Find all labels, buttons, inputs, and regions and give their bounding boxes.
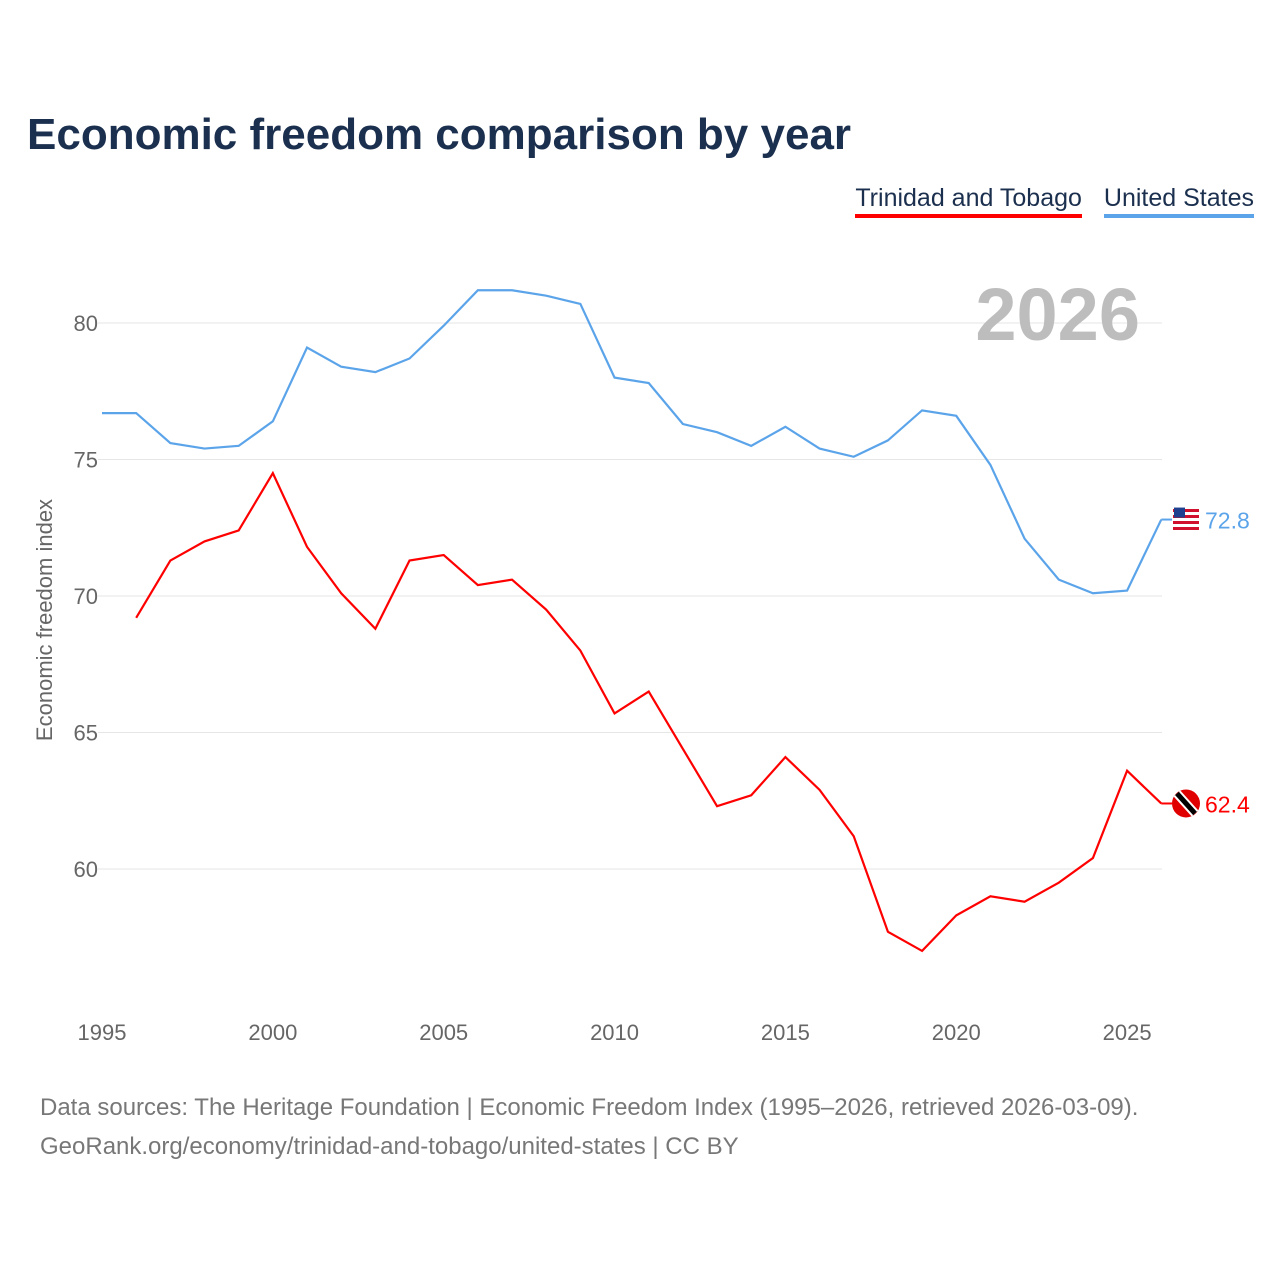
x-tick-label: 1995 bbox=[78, 1020, 127, 1045]
y-tick-label: 65 bbox=[74, 721, 98, 746]
y-tick-label: 60 bbox=[74, 857, 98, 882]
x-tick-label: 2010 bbox=[590, 1020, 639, 1045]
legend-item-united-states[interactable]: United States bbox=[1103, 184, 1254, 218]
end-value-label: 72.8 bbox=[1205, 508, 1250, 534]
source-line-2[interactable]: GeoRank.org/economy/trinidad-and-tobago/… bbox=[40, 1133, 739, 1160]
legend-item-trinidad-and-tobago[interactable]: Trinidad and Tobago bbox=[855, 184, 1082, 218]
end-value-label: 62.4 bbox=[1205, 791, 1250, 817]
x-tick-label: 2015 bbox=[761, 1020, 810, 1045]
chart-title: Economic freedom comparison by year bbox=[27, 110, 852, 159]
flag-band-black bbox=[1175, 791, 1197, 816]
x-tick-label: 2005 bbox=[419, 1020, 468, 1045]
series-line-united-states bbox=[102, 289, 1163, 595]
x-tick-label: 2020 bbox=[932, 1020, 981, 1045]
x-tick-label: 2000 bbox=[248, 1020, 297, 1045]
legend: Trinidad and Tobago United States bbox=[855, 184, 1254, 218]
y-tick-label: 75 bbox=[74, 448, 98, 473]
y-tick-label: 70 bbox=[74, 584, 98, 609]
y-tick-label: 80 bbox=[74, 311, 98, 336]
source-line-1: Data sources: The Heritage Foundation | … bbox=[40, 1094, 1139, 1121]
source-note: Data sources: The Heritage Foundation | … bbox=[40, 1088, 1138, 1166]
year-watermark: 2026 bbox=[975, 273, 1140, 356]
x-tick-label: 2025 bbox=[1103, 1020, 1152, 1045]
flag-canton bbox=[1174, 507, 1185, 518]
y-axis-label: Economic freedom index bbox=[32, 499, 57, 741]
series-line-trinidad-and-tobago bbox=[135, 470, 1163, 953]
